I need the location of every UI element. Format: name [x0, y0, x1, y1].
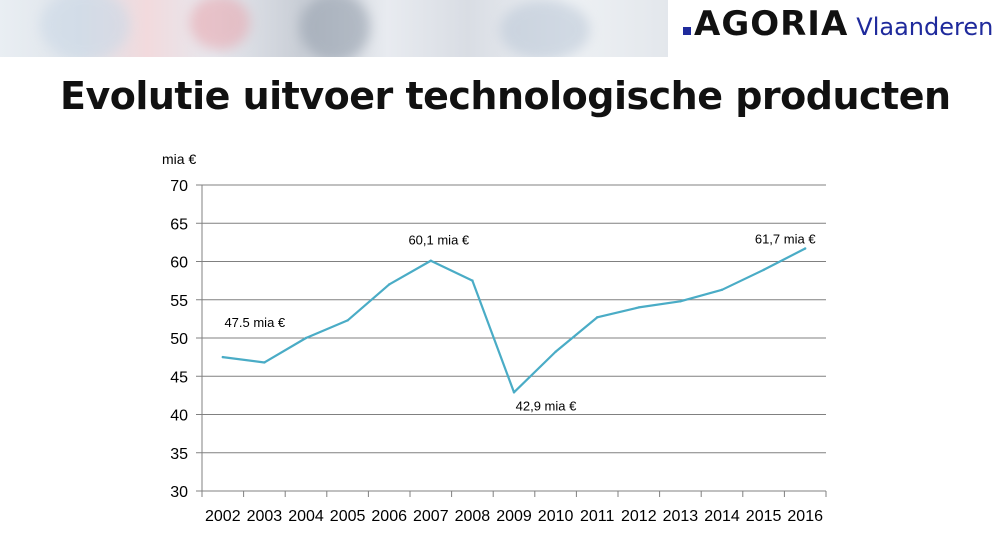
data-point — [637, 306, 640, 309]
x-tick-label: 2012 — [621, 508, 657, 525]
y-tick-label: 50 — [170, 331, 188, 348]
header-banner-image — [0, 0, 668, 57]
agoria-logo: AGORIA Vlaanderen — [683, 4, 993, 48]
data-point — [804, 247, 807, 250]
y-tick-label: 70 — [170, 178, 188, 195]
data-label: 42,9 mia € — [516, 398, 577, 413]
data-point — [679, 300, 682, 303]
data-point — [720, 288, 724, 292]
data-point — [762, 268, 765, 272]
x-tick-label: 2014 — [704, 508, 740, 525]
x-tick-label: 2009 — [496, 508, 532, 525]
y-tick-label: 30 — [170, 484, 188, 501]
y-tick-label: 60 — [170, 255, 188, 272]
x-tick-label: 2002 — [205, 508, 241, 525]
y-axis-label: mia € — [162, 151, 196, 167]
data-point — [429, 259, 432, 262]
x-tick-label: 2005 — [330, 508, 366, 525]
y-axis-ticks: 30 35 40 45 50 55 60 65 70 — [170, 178, 202, 501]
gridlines — [201, 184, 826, 492]
logo-text: AGORIA — [694, 4, 849, 44]
data-label: 60,1 mia € — [408, 233, 469, 248]
x-tick-label: 2008 — [455, 508, 491, 525]
logo-dot-icon — [683, 27, 691, 35]
x-tick-label: 2016 — [787, 508, 823, 525]
y-tick-label: 45 — [170, 369, 188, 386]
x-tick-label: 2013 — [663, 508, 699, 525]
series-line-0 — [222, 247, 806, 394]
y-tick-label: 55 — [170, 293, 188, 310]
annotations: 47.5 mia € 60,1 mia € 42,9 mia € 61,7 mia € — [224, 231, 816, 413]
data-point — [388, 283, 391, 286]
x-axis-ticks: 2002 2003 2004 2005 2006 2007 2008 2009 2010 2011… — [201, 491, 827, 525]
y-tick-label: 65 — [170, 216, 188, 233]
data-point — [554, 350, 557, 353]
y-tick-label: 35 — [170, 446, 188, 463]
x-tick-label: 2003 — [247, 508, 283, 525]
x-tick-label: 2010 — [538, 508, 574, 525]
data-label: 61,7 mia € — [755, 231, 816, 246]
data-point — [263, 361, 266, 364]
data-point — [471, 279, 474, 282]
x-tick-label: 2004 — [288, 508, 324, 525]
data-point — [221, 355, 224, 359]
data-label: 47.5 mia € — [224, 315, 285, 330]
x-tick-label: 2011 — [580, 508, 615, 525]
data-point — [304, 336, 308, 340]
series-layer — [221, 247, 807, 394]
data-point — [596, 316, 599, 319]
logo-subtext: Vlaanderen — [856, 13, 994, 41]
chart-title: Evolutie uitvoer technologische producte… — [60, 74, 951, 118]
data-point — [346, 319, 349, 322]
x-tick-label: 2015 — [746, 508, 782, 525]
y-tick-label: 40 — [170, 408, 188, 425]
x-tick-label: 2007 — [413, 508, 449, 525]
data-point — [512, 391, 516, 394]
x-tick-label: 2006 — [371, 508, 407, 525]
